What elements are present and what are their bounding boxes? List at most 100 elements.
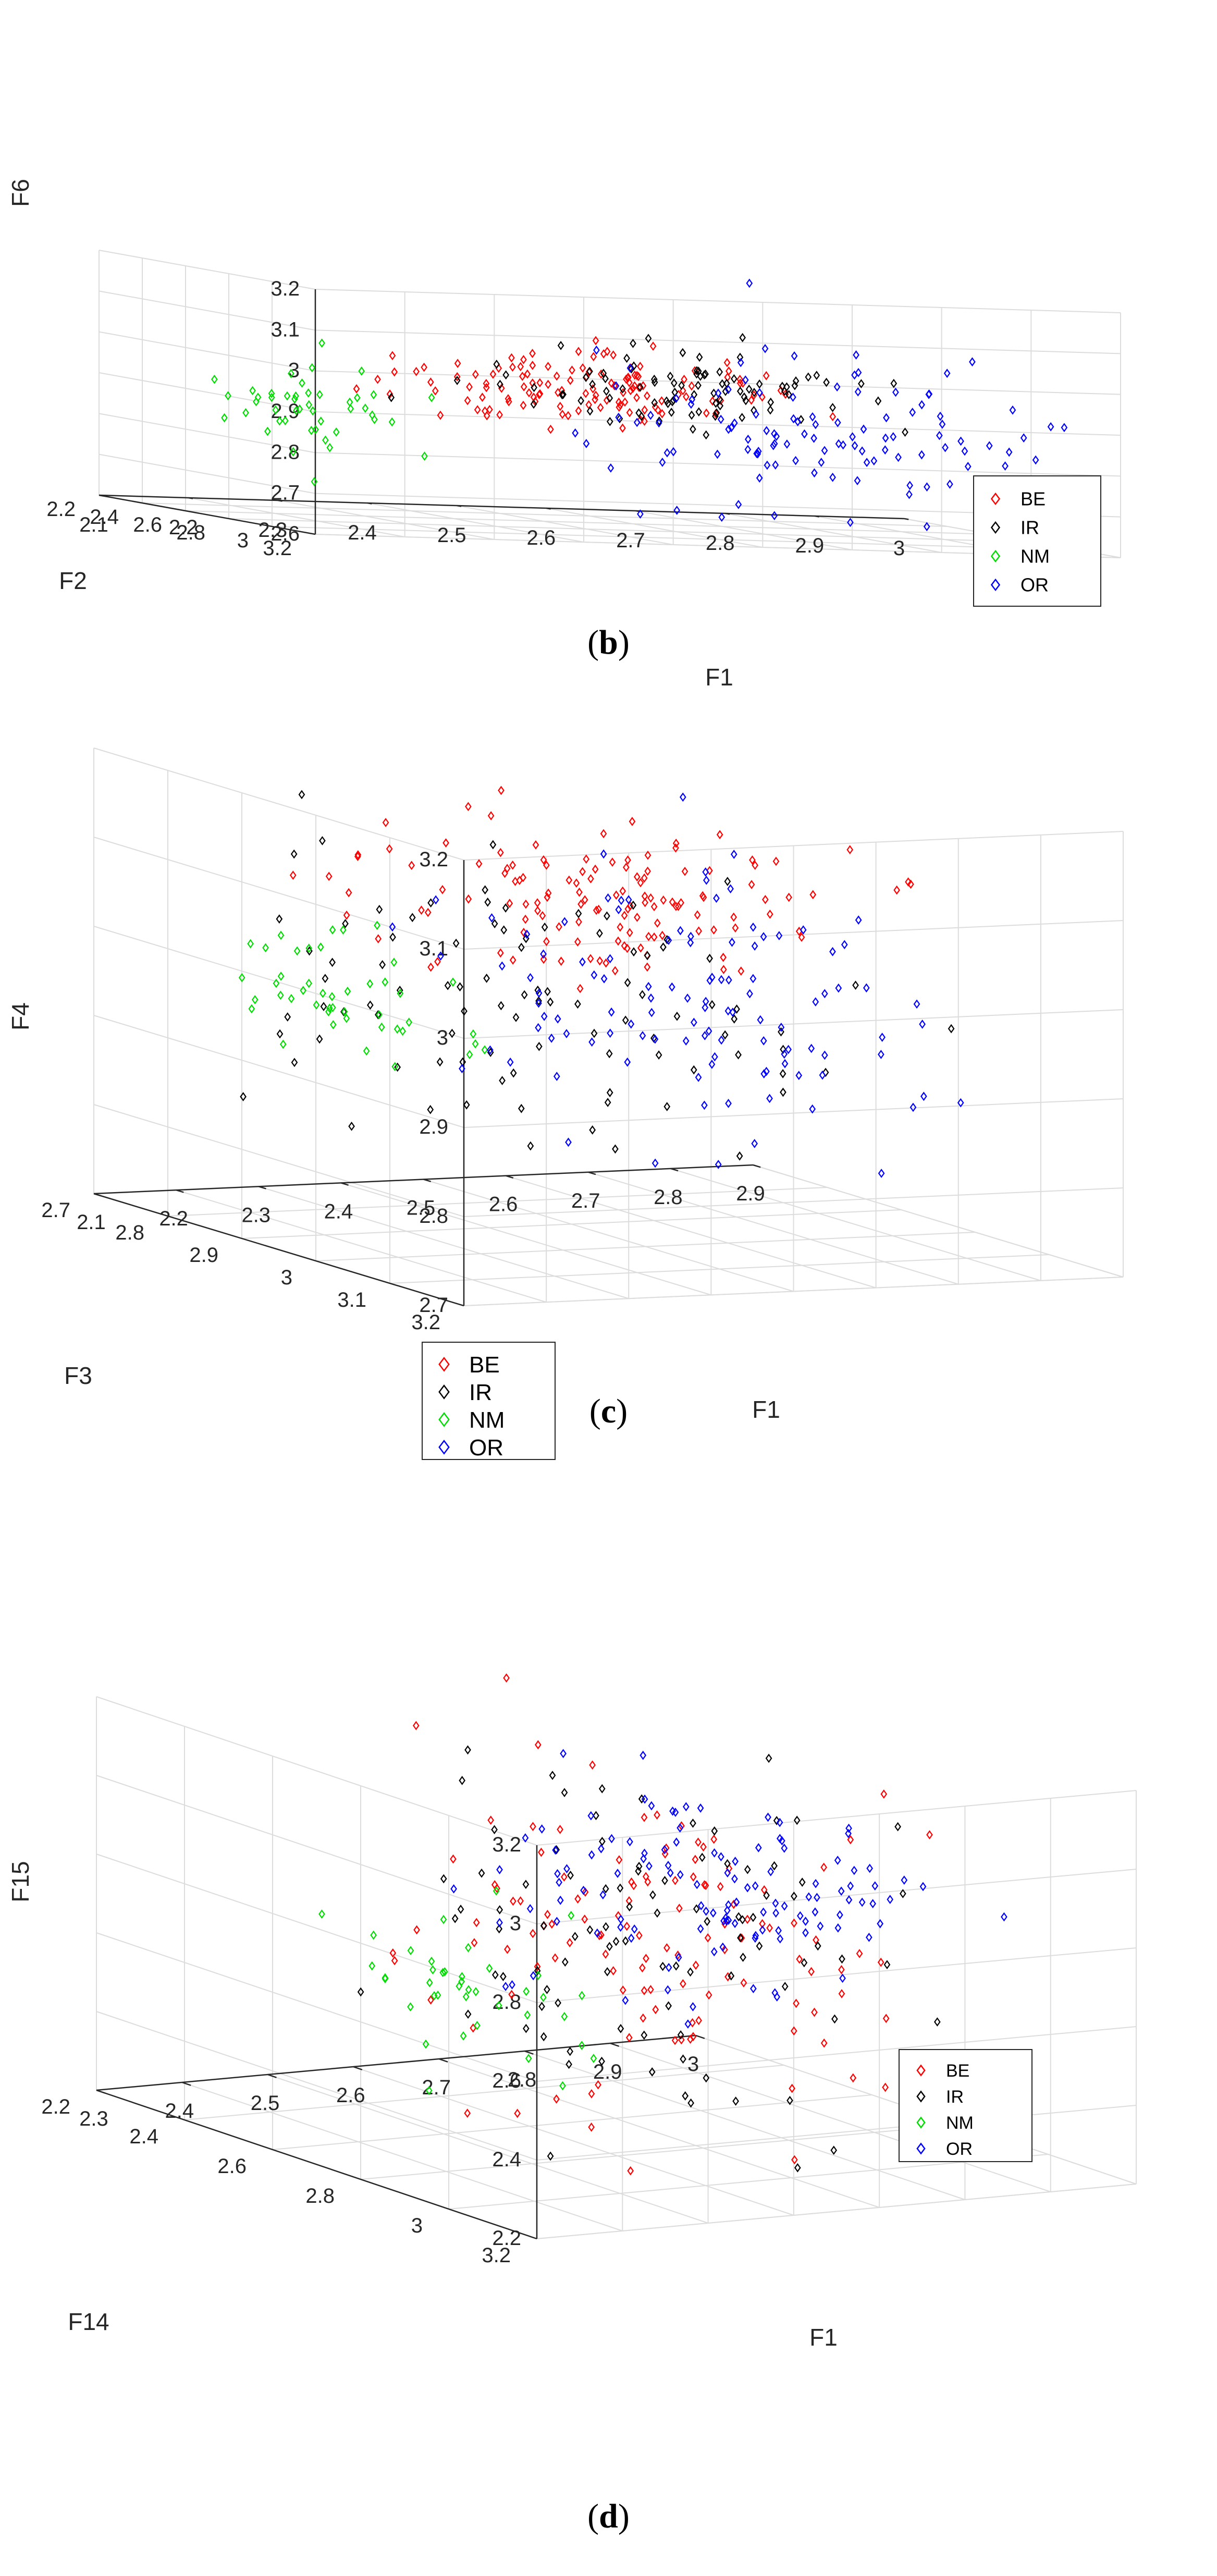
point-NM <box>305 400 313 410</box>
point-NM <box>333 427 340 437</box>
point-NM <box>465 1985 472 1995</box>
point-NM <box>370 390 377 400</box>
point-OR <box>556 1878 563 1887</box>
point-NM <box>458 1977 465 1986</box>
point-OR <box>919 1019 926 1029</box>
point-OR <box>858 446 866 456</box>
point-OR <box>760 1907 767 1917</box>
point-OR <box>640 1854 647 1863</box>
point-OR <box>878 1049 884 1059</box>
point-NM <box>370 1930 377 1940</box>
sidewall-grid-line <box>99 250 316 290</box>
point-IR <box>436 1057 444 1067</box>
point-BE <box>772 856 780 866</box>
point-IR <box>781 1982 789 1991</box>
point-IR <box>522 1880 530 1889</box>
point-OR <box>682 1802 690 1811</box>
point-IR <box>737 1933 744 1943</box>
y-tick-label: 2.8 <box>305 2185 335 2207</box>
point-BE <box>766 909 773 919</box>
point-NM <box>277 990 284 1000</box>
point-NM <box>382 977 389 987</box>
point-BE <box>791 1918 797 1928</box>
point-BE <box>796 1954 803 1964</box>
point-BE <box>720 952 727 962</box>
point-NM <box>390 958 398 967</box>
point-NM <box>472 1987 480 1996</box>
z-tick-label: 2.8 <box>492 1991 521 2014</box>
point-IR <box>894 1822 901 1832</box>
point-IR <box>582 373 589 383</box>
point-BE <box>529 1929 536 1939</box>
point-OR <box>855 915 862 925</box>
caption-b: (b) <box>587 623 630 661</box>
point-NM <box>472 1039 479 1049</box>
point-IR <box>756 1941 763 1951</box>
point-OR <box>591 970 598 980</box>
point-OR <box>718 512 726 522</box>
point-BE <box>652 2005 659 2015</box>
series-NM <box>318 1886 597 2095</box>
point-OR <box>730 850 737 859</box>
point-IR <box>427 1105 434 1114</box>
point-BE <box>519 372 526 381</box>
point-OR <box>697 1924 704 1934</box>
floor-grid-line <box>448 2154 1049 2210</box>
point-BE <box>674 1951 681 1960</box>
point-BE <box>650 902 658 912</box>
point-OR <box>665 936 672 945</box>
point-BE <box>596 956 604 966</box>
point-OR <box>729 937 735 947</box>
point-IR <box>586 366 593 376</box>
point-IR <box>722 386 729 396</box>
point-BE <box>748 880 755 889</box>
caption-c: (c) <box>589 1392 628 1430</box>
point-OR <box>561 917 568 927</box>
point-OR <box>761 344 769 353</box>
point-IR <box>538 2002 545 2011</box>
point-BE <box>540 855 547 865</box>
point-BE <box>627 386 634 396</box>
data-points <box>318 1673 1007 2176</box>
point-BE <box>616 1855 623 1864</box>
legend-label-BE: BE <box>469 1352 500 1378</box>
point-NM <box>378 1022 385 1032</box>
sidewall-grid-line <box>96 1932 537 2082</box>
point-OR <box>715 388 722 398</box>
point-IR <box>650 374 658 384</box>
point-OR <box>892 387 899 397</box>
point-IR <box>628 364 635 374</box>
point-BE <box>660 896 667 905</box>
point-OR <box>540 1011 548 1021</box>
point-IR <box>673 1011 681 1021</box>
point-BE <box>641 405 648 415</box>
point-OR <box>890 432 897 441</box>
floor-grid-line <box>725 513 942 553</box>
point-NM <box>268 388 275 398</box>
point-NM <box>382 1974 389 1983</box>
point-IR <box>535 1041 543 1051</box>
point-BE <box>882 2082 889 2092</box>
point-OR <box>731 1919 739 1928</box>
point-IR <box>644 951 651 961</box>
legend-marker-OR <box>916 2142 926 2155</box>
point-NM <box>458 1972 465 1982</box>
series-OR <box>572 278 1068 532</box>
point-NM <box>340 925 347 935</box>
point-BE <box>464 396 471 406</box>
point-OR <box>552 1845 559 1855</box>
point-IR <box>557 341 564 350</box>
point-BE <box>543 937 550 947</box>
point-BE <box>640 2013 647 2023</box>
point-IR <box>733 1004 740 1014</box>
point-BE <box>437 410 444 420</box>
legend-marker-IR <box>438 1384 450 1400</box>
point-BE <box>589 1760 596 1770</box>
point-IR <box>559 390 566 400</box>
point-IR <box>602 374 609 384</box>
legend-label-NM: NM <box>1021 546 1050 567</box>
point-IR <box>781 386 788 396</box>
point-OR <box>522 1833 529 1843</box>
point-IR <box>489 840 497 850</box>
point-BE <box>427 1995 434 2005</box>
